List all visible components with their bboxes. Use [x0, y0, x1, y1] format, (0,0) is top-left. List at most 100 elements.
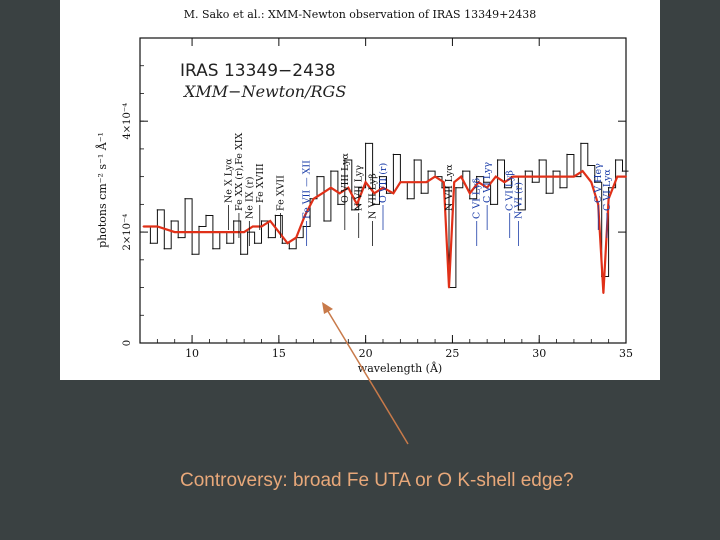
- data-point: [460, 175, 462, 178]
- data-point: [208, 231, 211, 234]
- data-point: [177, 236, 179, 239]
- data-point: [351, 209, 353, 211]
- series-data: [142, 142, 629, 289]
- annotation-label: N VII Lyγ: [354, 165, 365, 211]
- data-point: [469, 198, 471, 200]
- data-point: [205, 214, 207, 217]
- data-point: [524, 170, 526, 172]
- data-point: [538, 159, 540, 161]
- data-point: [434, 175, 436, 178]
- chart-title: M. Sako et al.: XMM-Newton observation o…: [184, 8, 537, 21]
- data-point: [198, 225, 200, 228]
- data-point: [170, 220, 172, 222]
- data-point: [246, 231, 249, 233]
- data-point: [260, 225, 263, 228]
- y-axis-label: photons cm⁻² s⁻¹ Å⁻¹: [95, 132, 109, 248]
- annotation-label: Fe XVII: [276, 175, 287, 211]
- data-point: [358, 187, 360, 189]
- data-point: [243, 231, 246, 234]
- series-layer: [142, 142, 629, 294]
- instrument-label: XMM−Newton/RGS: [182, 82, 346, 101]
- data-point: [462, 170, 464, 172]
- annotation-label: C VI Lyα: [602, 169, 613, 211]
- data-point: [392, 192, 395, 195]
- annotation-label: N VI (r): [513, 182, 524, 219]
- data-point: [483, 181, 485, 183]
- data-point: [173, 231, 176, 234]
- spectrum-chart: M. Sako et al.: XMM-Newton observation o…: [95, 8, 633, 375]
- data-point: [330, 186, 332, 189]
- data-point: [521, 175, 523, 178]
- data-point: [392, 153, 395, 156]
- data-point: [295, 236, 298, 239]
- y-tick-label: 4×10⁻⁴: [122, 103, 133, 140]
- data-point: [559, 187, 561, 189]
- data-point: [441, 187, 443, 189]
- data-point: [267, 236, 270, 239]
- data-point: [309, 198, 311, 200]
- annotation-label: Ne IX (r): [244, 177, 255, 219]
- data-point: [364, 181, 367, 184]
- data-point: [330, 170, 332, 172]
- data-point: [382, 186, 384, 189]
- data-point: [163, 248, 165, 250]
- data-point: [338, 192, 341, 195]
- data-point: [455, 187, 457, 189]
- data-point: [316, 175, 318, 178]
- data-point: [625, 175, 627, 178]
- data-point: [552, 170, 554, 172]
- data-point: [142, 225, 145, 228]
- x-tick-label: 20: [359, 347, 373, 360]
- annotation-label: C VI Lyγ: [482, 162, 493, 203]
- annotation-label: Fe VII — XII: [302, 160, 313, 219]
- data-point: [225, 231, 228, 234]
- data-point: [385, 192, 388, 194]
- data-point: [371, 203, 374, 206]
- data-point: [304, 214, 306, 217]
- data-point: [260, 220, 263, 222]
- data-point: [607, 197, 610, 200]
- data-point: [468, 192, 471, 195]
- annotation-label: Ne X Lyα: [224, 158, 235, 203]
- data-point: [191, 253, 193, 255]
- data-point: [587, 164, 589, 167]
- data-point: [321, 192, 324, 195]
- data-point: [545, 192, 547, 194]
- annotation-label: N VII Lyα: [444, 164, 455, 211]
- data-point: [251, 225, 254, 228]
- data-point: [489, 203, 492, 206]
- data-point: [503, 181, 506, 184]
- data-point: [597, 203, 600, 206]
- data-point: [616, 175, 619, 178]
- data-point: [427, 170, 429, 172]
- data-point: [233, 220, 235, 222]
- data-point: [149, 242, 152, 244]
- data-point: [420, 192, 422, 194]
- series-model: [142, 169, 627, 294]
- data-point: [356, 203, 358, 206]
- spectrum-figure: M. Sako et al.: XMM-Newton observation o…: [60, 0, 660, 380]
- annotation-label: Fe XX (r),Fe XIX: [234, 133, 245, 211]
- data-point: [602, 292, 605, 294]
- data-point: [442, 181, 445, 184]
- data-point: [226, 242, 228, 244]
- data-point: [253, 242, 256, 244]
- data-point: [191, 231, 194, 234]
- data-point: [538, 175, 541, 178]
- data-point: [555, 175, 558, 178]
- data-point: [288, 248, 290, 250]
- data-point: [425, 181, 428, 184]
- data-point: [364, 142, 367, 145]
- data-point: [212, 248, 214, 250]
- data-point: [580, 142, 582, 145]
- data-point: [573, 175, 575, 178]
- data-point: [408, 181, 410, 184]
- data-point: [581, 170, 584, 173]
- y-tick-label: 2×10⁻⁴: [122, 214, 133, 251]
- data-point: [399, 181, 402, 184]
- data-point: [184, 198, 186, 200]
- data-point: [274, 214, 277, 217]
- data-point: [286, 242, 289, 245]
- series-line-data: [143, 142, 629, 288]
- y-tick-label: 0: [122, 340, 133, 346]
